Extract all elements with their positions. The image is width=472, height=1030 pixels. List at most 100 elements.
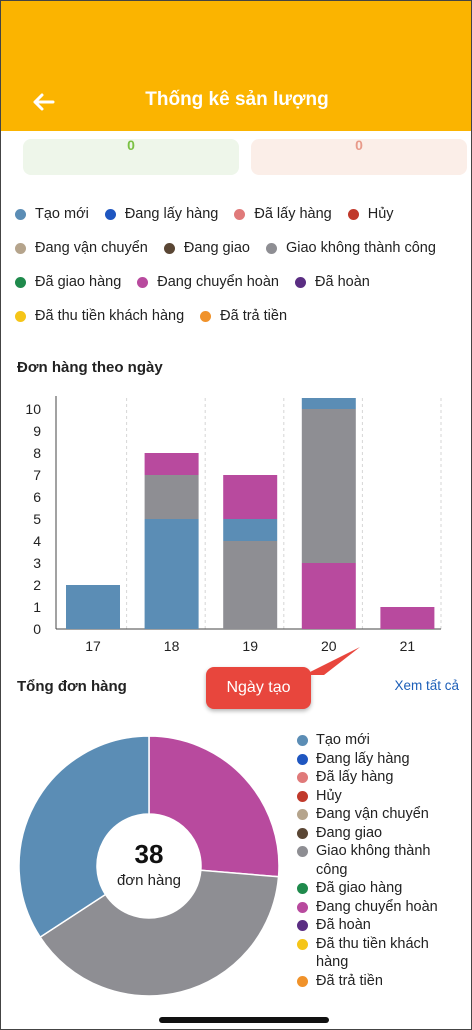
bar-segment[interactable] [223, 541, 278, 629]
legend-label: công [316, 861, 348, 878]
y-tick-label: 3 [33, 555, 41, 571]
bar-segment[interactable] [66, 585, 120, 629]
legend-item: Đã thu tiền khách hàng [15, 308, 184, 324]
summary-card-left[interactable]: 0 [23, 137, 239, 175]
legend-item: Đã trả tiền [297, 972, 467, 991]
legend-dot [297, 753, 308, 765]
legend-dot [15, 310, 26, 322]
legend-dot [297, 901, 308, 913]
legend-item: Đang chuyển hoàn [137, 274, 279, 290]
donut-legend: Tạo mới Đang lấy hàng Đã lấy hàng Hủy Đang v… [297, 731, 467, 990]
legend-item: Đã lấy hàng [234, 206, 332, 222]
donut-slice[interactable] [148, 735, 280, 878]
legend-dot [297, 772, 308, 783]
legend-label: Đã giao hàng [316, 880, 403, 896]
legend-item: Tạo mới [297, 731, 467, 750]
y-tick-label: 10 [25, 401, 41, 417]
bar-segment[interactable] [223, 519, 278, 541]
legend-label: Đã lấy hàng [316, 769, 394, 785]
x-tick-label: 19 [242, 638, 258, 654]
donut-center: 38 đơn hàng [99, 825, 199, 889]
legend-dot [137, 276, 149, 288]
summary-card-right[interactable]: 0 [251, 137, 467, 175]
y-tick-label: 8 [33, 445, 41, 461]
legend-item: Giao không thành công [297, 842, 467, 879]
legend-item: Đã trả tiền [200, 308, 287, 324]
legend-dot [297, 846, 308, 857]
legend-dot [297, 809, 308, 820]
x-tick-label: 21 [400, 638, 416, 654]
legend-item: Đã giao hàng [15, 274, 121, 290]
legend-dot [297, 883, 308, 894]
tooltip-pointer [304, 647, 360, 675]
tooltip-label: Ngày tạo [226, 679, 291, 696]
arrow-left-icon[interactable] [27, 85, 61, 119]
y-tick-label: 4 [33, 533, 41, 549]
bar-segment[interactable] [144, 453, 199, 475]
legend-item: Hủy [347, 206, 394, 222]
legend-row: Tạo mới Đang lấy hàng Đã lấy hàng Hủy [15, 197, 467, 231]
donut-slice[interactable] [39, 869, 280, 997]
bar-segment[interactable] [223, 475, 278, 519]
legend-dot [234, 208, 246, 220]
bar-segment[interactable] [380, 607, 435, 629]
legend-item: Đang vận chuyển [15, 240, 148, 256]
legend-dot [297, 920, 308, 931]
bar-segment[interactable] [144, 475, 199, 519]
legend-label: Hủy [367, 206, 394, 222]
legend-label: Tạo mới [35, 206, 89, 222]
total-unit: đơn hàng [116, 872, 182, 889]
y-tick-label: 5 [33, 511, 41, 527]
summary-card-value: 0 [355, 137, 363, 153]
legend-item: Đã lấy hàng [297, 768, 467, 787]
section-title-by-day: Đơn hàng theo ngày [17, 359, 163, 376]
bar-segment[interactable] [144, 519, 199, 629]
y-tick-label: 7 [33, 467, 41, 483]
legend-dot [15, 276, 26, 288]
legend-label: Giao không thành [316, 843, 431, 859]
legend-row: Đã giao hàng Đang chuyển hoàn Đã hoàn [15, 265, 467, 299]
legend-label: Đã hoàn [316, 917, 371, 933]
x-tick-label: 17 [85, 638, 101, 654]
legend-label: Tạo mới [316, 732, 370, 748]
legend-label: Đang vận chuyển [316, 806, 429, 822]
legend-label: Đang giao [316, 824, 383, 841]
legend-item: Đang giao [163, 240, 250, 256]
legend-label: Hủy [316, 787, 342, 804]
legend-dot [200, 310, 212, 322]
bar-segment[interactable] [301, 563, 356, 629]
legend-label: Đã giao hàng [35, 274, 122, 290]
bar-segment[interactable] [301, 398, 356, 409]
y-tick-label: 2 [33, 577, 41, 593]
legend-item: Đang lấy hàng [297, 750, 467, 769]
legend-item: Giao không thành công [265, 240, 436, 256]
summary-card-value: 0 [127, 137, 135, 153]
legend-row: Đang vận chuyển Đang giao Giao không thà… [15, 231, 467, 265]
legend-item: Đã thu tiền khách hàng [297, 935, 467, 972]
legend-label: Đang chuyển hoàn [316, 898, 438, 915]
legend-item: Đang chuyển hoàn [297, 898, 467, 917]
legend-item: Đã hoàn [295, 274, 370, 290]
bar-segment[interactable] [301, 409, 356, 563]
legend-dot [297, 938, 308, 950]
total-count: 38 [134, 839, 164, 869]
x-tick-label: 20 [321, 638, 337, 654]
legend-label: Đã trả tiền [316, 972, 383, 989]
see-all-link[interactable]: Xem tất cả [394, 678, 459, 693]
legend-label: Đã thu tiền khách [316, 935, 429, 952]
legend-dot [265, 242, 277, 254]
legend-dot [15, 208, 26, 220]
legend-label: Đã trả tiền [220, 308, 288, 324]
y-tick-label: 1 [33, 599, 41, 615]
x-tick-label: 18 [164, 638, 180, 654]
legend-dot [295, 276, 307, 288]
legend-label: hàng [316, 954, 349, 970]
section-title-total: Tổng đơn hàng [17, 678, 127, 695]
app-header: Thống kê sản lượng [1, 1, 471, 131]
legend-item: Đang lấy hàng [104, 206, 218, 222]
legend-dot [163, 242, 175, 254]
legend-label: Giao không thành công [285, 240, 436, 256]
date-tooltip: Ngày tạo [206, 647, 360, 709]
donut-slice[interactable] [18, 735, 150, 939]
